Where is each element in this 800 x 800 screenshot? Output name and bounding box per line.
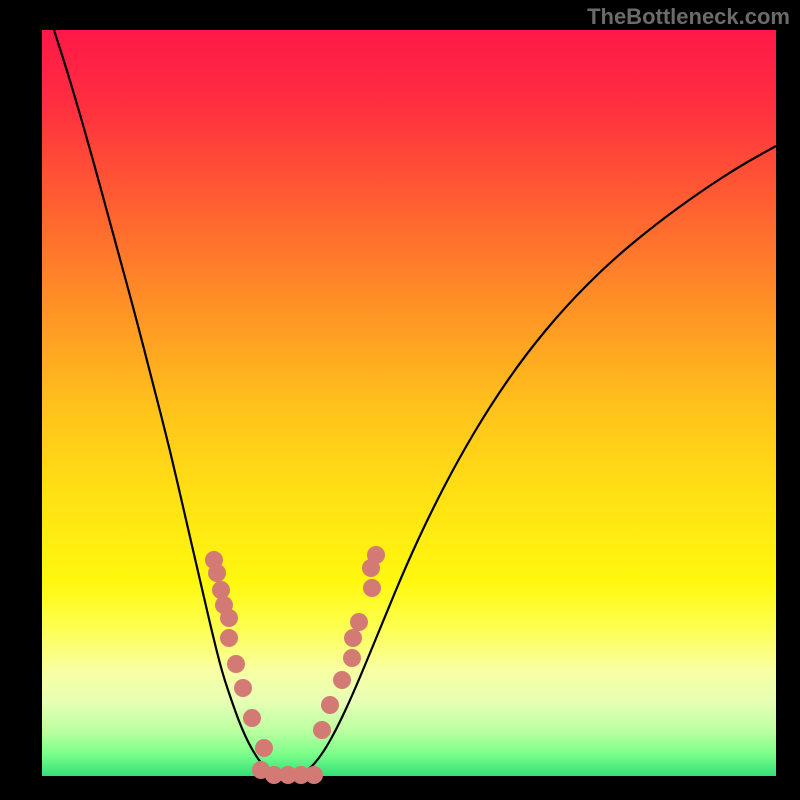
data-marker: [363, 579, 381, 597]
curve-right-branch: [300, 146, 776, 775]
data-marker: [234, 679, 252, 697]
curve-layer: [0, 0, 800, 800]
data-marker: [212, 581, 230, 599]
data-marker: [227, 655, 245, 673]
data-marker: [255, 739, 273, 757]
data-marker: [367, 546, 385, 564]
data-marker: [243, 709, 261, 727]
data-marker: [313, 721, 331, 739]
data-marker: [321, 696, 339, 714]
plot-area: [42, 30, 776, 776]
curve-left-branch: [54, 30, 280, 775]
data-marker: [305, 766, 323, 784]
data-marker: [208, 564, 226, 582]
data-marker: [343, 649, 361, 667]
data-marker: [220, 629, 238, 647]
data-marker: [220, 609, 238, 627]
chart-container: TheBottleneck.com: [0, 0, 800, 800]
watermark-text: TheBottleneck.com: [587, 4, 790, 30]
data-marker: [350, 613, 368, 631]
data-marker: [344, 629, 362, 647]
data-marker: [333, 671, 351, 689]
